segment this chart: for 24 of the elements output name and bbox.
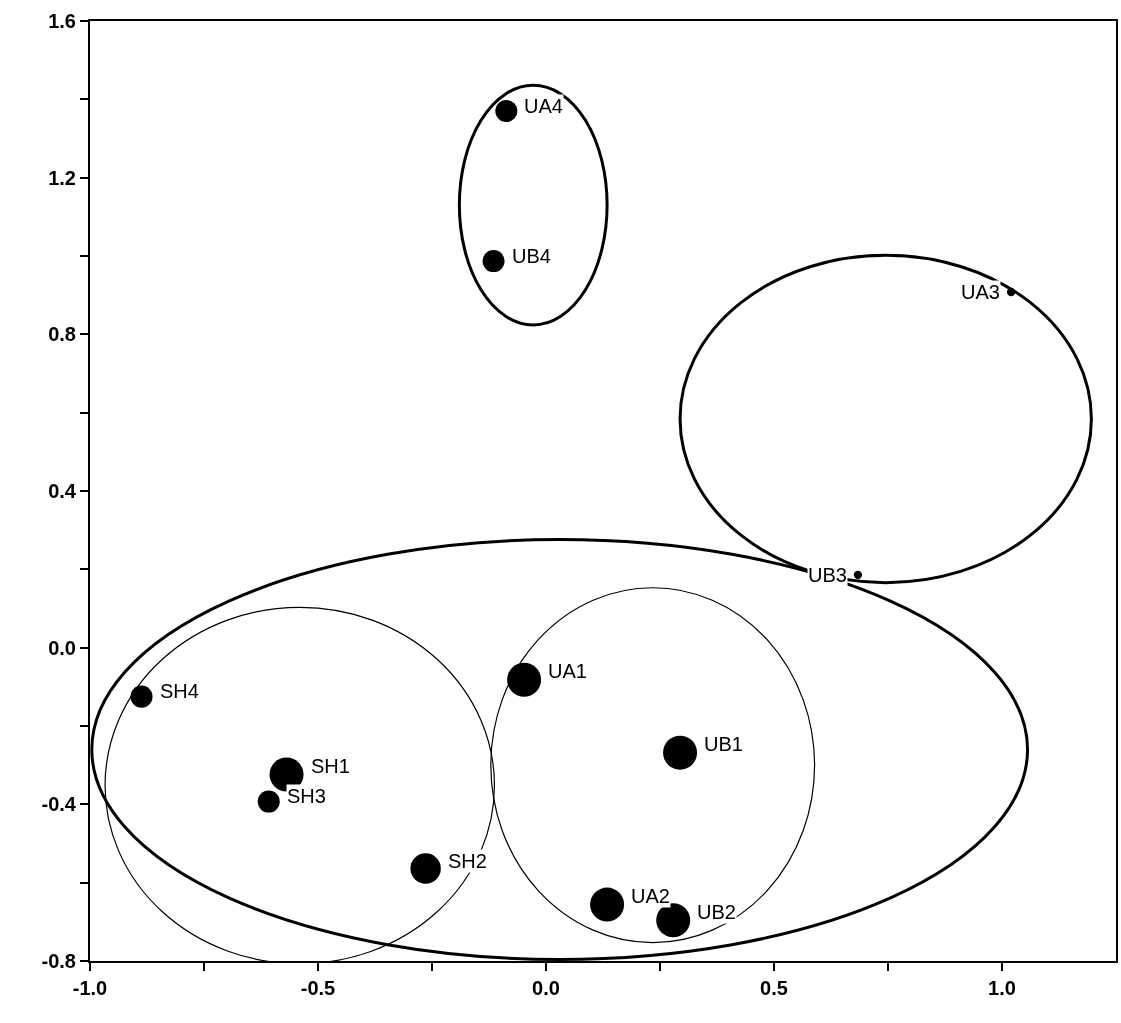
- annotation: SH1: [311, 755, 350, 777]
- annotation: UA1: [548, 660, 587, 682]
- y-tick-label: -0.4: [41, 793, 77, 816]
- annotation: UB3: [808, 564, 847, 586]
- annotation: UB1: [704, 733, 743, 755]
- x-tick-label: -1.0: [72, 977, 108, 999]
- annotation: UA2: [631, 885, 670, 907]
- y-tick-label: 0.0: [48, 636, 76, 659]
- x-tick-label: 1.0: [988, 977, 1016, 999]
- y-tick-label: 0.8: [48, 323, 76, 346]
- y-tick-label: 1.2: [48, 166, 76, 189]
- y-tick-label: 1.6: [48, 10, 76, 32]
- x-tick-label: -0.5: [300, 977, 336, 999]
- annotation: SH4: [160, 680, 199, 702]
- x-tick-label: 0.0: [532, 977, 560, 999]
- annotation: UA3: [961, 281, 1000, 303]
- annotation: SH2: [448, 850, 487, 872]
- annotation: UB4: [512, 245, 551, 267]
- annotation: SH3: [287, 785, 326, 807]
- y-tick-label: -0.8: [41, 950, 76, 972]
- y-tick-label: 0.4: [48, 480, 77, 502]
- annotation: UA4: [524, 95, 563, 117]
- x-tick-label: 0.5: [760, 977, 788, 999]
- annotation: UB2: [697, 901, 736, 923]
